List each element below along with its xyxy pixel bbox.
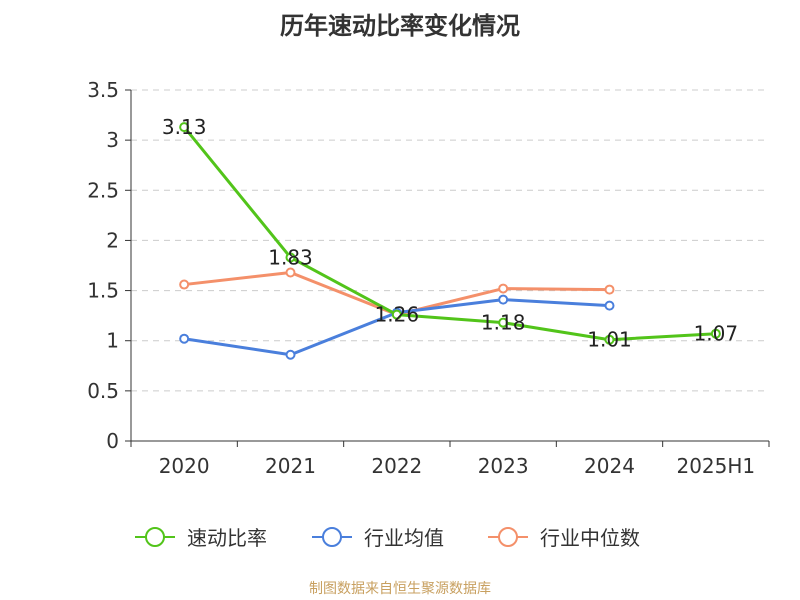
x-tick-label: 2021 <box>265 454 316 478</box>
y-tick-label: 2.5 <box>87 178 119 202</box>
legend-marker-icon <box>322 527 342 547</box>
series-line <box>183 126 716 342</box>
grid-lines <box>131 89 769 392</box>
data-label: 1.83 <box>268 245 313 269</box>
y-tick-label: 3.5 <box>87 78 119 102</box>
data-labels: 3.13 1.83 1.26 1.18 1.01 1.07 <box>162 115 738 352</box>
x-tick-label: 2023 <box>478 454 529 478</box>
data-point <box>498 317 509 328</box>
legend-label: 行业均值 <box>364 526 444 550</box>
data-point <box>285 349 296 360</box>
legend-item[interactable]: 行业中位数 <box>488 526 640 550</box>
chart-title: 历年速动比率变化情况 <box>280 12 520 40</box>
data-point <box>604 300 615 311</box>
legend-label: 速动比率 <box>187 526 267 550</box>
data-point <box>285 252 296 263</box>
data-point <box>498 283 509 294</box>
series-lines <box>179 122 721 360</box>
data-label: 1.01 <box>587 328 632 352</box>
data-point <box>179 122 190 133</box>
data-point <box>285 267 296 278</box>
y-tick-label: 3 <box>106 128 119 152</box>
y-tick-label: 0 <box>106 429 119 453</box>
legend-label: 行业中位数 <box>540 526 640 550</box>
axes: 0 0.5 1 1.5 2 2.5 3 3.5 2020 2021 2022 2023 2024 2025… <box>87 78 770 478</box>
y-tick-label: 1 <box>106 329 119 353</box>
data-point <box>179 279 190 290</box>
data-point <box>391 309 402 320</box>
x-tick-label: 2025H1 <box>676 454 755 478</box>
data-point <box>498 294 509 305</box>
legend-marker-icon <box>145 527 165 547</box>
data-point <box>179 333 190 344</box>
y-tick-label: 0.5 <box>87 379 119 403</box>
legend-item[interactable]: 速动比率 <box>135 526 267 550</box>
source-note: 制图数据来自恒生聚源数据库 <box>309 581 491 597</box>
y-tick-label: 2 <box>106 228 119 252</box>
legend-marker-icon <box>498 527 518 547</box>
data-label: 1.18 <box>481 311 526 335</box>
data-label: 1.26 <box>375 303 420 327</box>
legend-item[interactable]: 行业均值 <box>312 526 444 550</box>
x-tick-label: 2024 <box>584 454 635 478</box>
x-tick-label: 2022 <box>371 454 422 478</box>
legend[interactable]: 速动比率 行业均值 行业中位数 <box>135 526 640 550</box>
x-tick-label: 2020 <box>159 454 210 478</box>
data-point <box>604 284 615 295</box>
data-point <box>710 328 721 339</box>
data-label: 1.07 <box>694 322 739 346</box>
data-point <box>604 334 615 345</box>
data-label: 3.13 <box>162 115 207 139</box>
y-tick-label: 1.5 <box>87 279 119 303</box>
